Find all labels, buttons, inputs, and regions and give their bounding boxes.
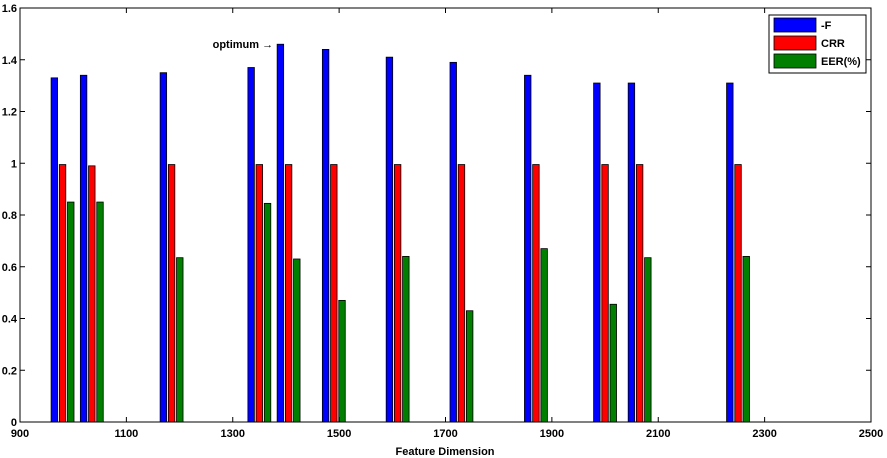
bar-eer-11 (742, 255, 750, 423)
y-tick-label: 1.2 (2, 107, 17, 119)
bar-eer-7 (466, 310, 474, 423)
bar-eer-10 (644, 257, 652, 423)
bar-crr-2 (167, 164, 176, 423)
annotation-optimum: optimum → (213, 39, 274, 51)
y-tick-label: 0.8 (2, 210, 17, 222)
x-tick-label: 1300 (221, 428, 245, 440)
x-tick-label: 2100 (646, 428, 670, 440)
bar-crr-0 (58, 164, 67, 423)
bar-f-10 (627, 82, 636, 423)
legend-label: CRR (821, 38, 845, 50)
x-tick-label: 1900 (540, 428, 564, 440)
bar-crr-8 (532, 164, 540, 423)
x-tick-label: 2300 (752, 428, 776, 440)
bar-crr-4 (284, 164, 293, 423)
legend-label: EER(%) (821, 56, 861, 68)
y-tick-label: 0 (11, 417, 17, 429)
bar-f-1 (79, 74, 88, 423)
bar-crr-3 (255, 164, 263, 423)
y-tick-label: 1.6 (2, 3, 17, 15)
x-tick-label: 1100 (114, 428, 138, 440)
bar-crr-9 (601, 164, 609, 423)
y-tick-label: 0.6 (2, 262, 17, 274)
bar-eer-6 (402, 255, 410, 423)
legend: -F CRR EER(%) (768, 14, 867, 74)
x-axis: 900 1100 1300 1500 1700 1900 2100 2300 2500 (11, 8, 883, 440)
bar-eer-0 (67, 201, 75, 423)
x-tick-label: 1500 (327, 428, 351, 440)
bar-f-8 (524, 74, 532, 423)
bar-eer-8 (540, 248, 548, 423)
bar-f-3 (247, 67, 255, 423)
bar-crr-7 (457, 164, 466, 423)
legend-swatch (773, 53, 817, 69)
bar-eer-1 (96, 201, 104, 423)
x-axis-title: Feature Dimension (395, 446, 494, 458)
bar-f-9 (593, 82, 601, 423)
bar-f-0 (50, 77, 58, 423)
bar-crr-11 (734, 164, 742, 423)
bar-eer-4 (293, 258, 301, 423)
bar-crr-1 (88, 165, 96, 423)
bar-f-4 (276, 43, 285, 423)
bar-crr-6 (393, 164, 402, 423)
x-tick-label: 900 (11, 428, 29, 440)
bar-eer-3 (263, 202, 272, 423)
x-tick-label: 1700 (433, 428, 457, 440)
bar-crr-5 (330, 164, 338, 423)
x-tick-label: 2500 (859, 428, 883, 440)
bar-crr-10 (635, 164, 644, 423)
bar-f-2 (159, 72, 168, 423)
bars-group (50, 43, 750, 423)
legend-label: -F (821, 20, 832, 32)
y-tick-label: 0.4 (2, 314, 18, 326)
bar-eer-9 (609, 303, 617, 423)
bar-f-6 (385, 56, 394, 423)
legend-swatch (773, 35, 817, 51)
bar-f-5 (321, 49, 330, 423)
bar-eer-2 (176, 257, 184, 423)
bar-eer-5 (338, 299, 346, 423)
legend-swatch (773, 17, 817, 33)
y-tick-label: 1.4 (2, 55, 18, 67)
y-tick-label: 1 (11, 158, 17, 170)
y-tick-label: 0.2 (2, 365, 17, 377)
y-axis: 0 0.2 0.4 0.6 0.8 1 1.2 1.4 1.6 (2, 3, 871, 429)
bar-f-7 (449, 61, 457, 423)
bar-f-11 (726, 82, 734, 423)
